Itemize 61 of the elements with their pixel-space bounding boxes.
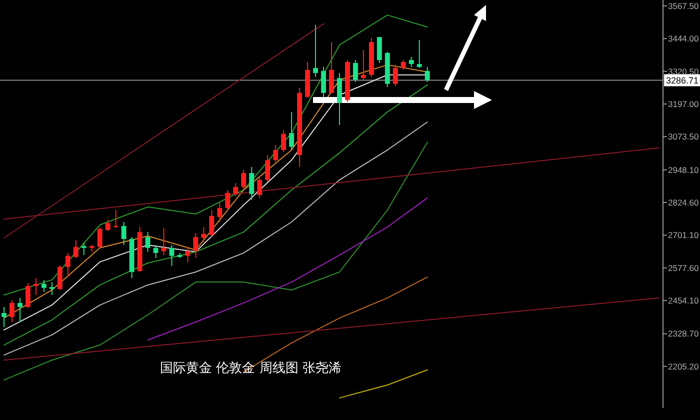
- y-tick-label: 3320.50: [668, 66, 699, 76]
- candlestick: [153, 244, 158, 258]
- candlestick: [113, 210, 118, 229]
- y-tick-label: 2577.60: [668, 262, 699, 273]
- line-series: [3, 14, 428, 296]
- candlestick: [352, 60, 358, 83]
- candlestick: [249, 166, 254, 201]
- candlestick: [416, 39, 422, 68]
- candlestick: [41, 279, 46, 293]
- candlestick: [33, 278, 38, 296]
- y-tick-label: 2328.70: [668, 328, 699, 339]
- candlestick: [424, 66, 430, 83]
- candlestick: [289, 111, 294, 151]
- y-tick-label: 3444.00: [668, 34, 699, 44]
- candlestick: [376, 36, 382, 64]
- line-series: [3, 121, 428, 356]
- candlestick: [329, 42, 334, 94]
- candlestick: [25, 282, 30, 308]
- y-tick-label: 3567.50: [668, 0, 699, 11]
- candlestick: [49, 282, 54, 296]
- candlestick: [17, 297, 22, 323]
- candlestick: [209, 210, 214, 238]
- candlestick: [225, 189, 230, 211]
- line-series: [243, 276, 428, 373]
- candlestick: [193, 232, 198, 258]
- candlestick: [265, 154, 270, 183]
- candlestick: [241, 169, 246, 190]
- y-tick-label: 2948.10: [668, 164, 699, 175]
- line-series: [147, 197, 428, 340]
- y-tick-label: 3197.00: [668, 98, 699, 109]
- candlestick: [2, 306, 6, 328]
- candlestick: [185, 246, 190, 262]
- ref-label: 3286.71: [664, 74, 700, 86]
- candlestick: [360, 50, 366, 80]
- candlestick: [121, 221, 126, 246]
- candlestick: [257, 175, 262, 198]
- candlestick: [97, 226, 102, 248]
- candlestick: [408, 56, 414, 68]
- candlestick: [10, 300, 14, 323]
- candlestick: [273, 144, 278, 162]
- candlestick: [313, 24, 318, 78]
- candlestick: [145, 232, 150, 252]
- candlestick: [81, 242, 86, 256]
- y-tick-label: 2824.60: [668, 198, 699, 208]
- candlestick: [57, 264, 62, 290]
- candlestick: [169, 244, 174, 266]
- candlestick: [321, 66, 326, 98]
- candlestick: [392, 64, 398, 86]
- y-tick-label: 2701.10: [668, 230, 699, 240]
- candlestick: [217, 202, 222, 222]
- candlestick: [201, 226, 206, 243]
- candlestick: [73, 239, 78, 258]
- candlestick: [65, 252, 70, 278]
- candlestick: [400, 60, 406, 70]
- candlestick: [233, 182, 238, 197]
- candlestick: [105, 219, 110, 232]
- y-tick-label: 2454.10: [668, 296, 699, 306]
- line-series: [3, 142, 428, 380]
- y-tick-label: 3073.50: [668, 132, 699, 142]
- candlestick: [281, 129, 286, 152]
- y-tick-label: 2205.20: [668, 361, 699, 372]
